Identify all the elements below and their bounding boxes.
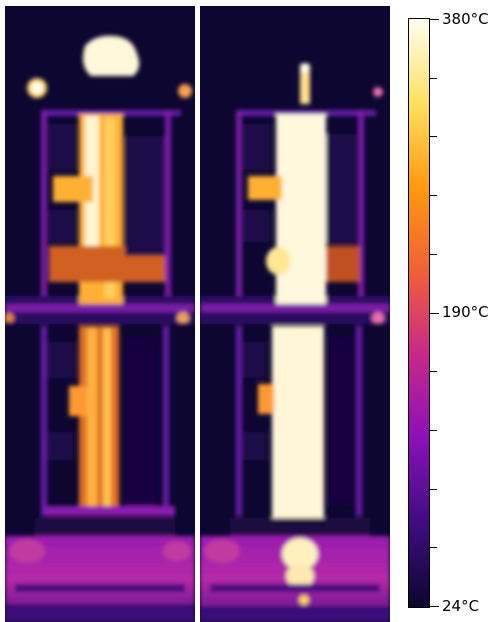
colorbar-tick: [429, 195, 437, 196]
colorbar-max-label: 380°C: [442, 10, 489, 28]
colorbar-tick: [429, 547, 437, 548]
colorbar-tick: [429, 254, 437, 255]
thermal-image-right: [200, 6, 390, 622]
colorbar-tick: [429, 371, 437, 372]
colorbar-tick: [429, 19, 439, 20]
temperature-colorbar: [408, 18, 430, 608]
thermal-scene-right: [200, 6, 390, 622]
colorbar-tick: [429, 606, 439, 607]
thermal-scene-left: [5, 6, 195, 622]
colorbar-mid-label: 190°C: [442, 303, 489, 321]
colorbar-tick: [429, 78, 437, 79]
colorbar-tick: [429, 313, 439, 314]
colorbar-tick: [429, 430, 437, 431]
thermal-image-left: [5, 6, 195, 622]
colorbar-tick: [429, 489, 437, 490]
colorbar-min-label: 24°C: [442, 597, 480, 615]
colorbar-tick: [429, 136, 437, 137]
